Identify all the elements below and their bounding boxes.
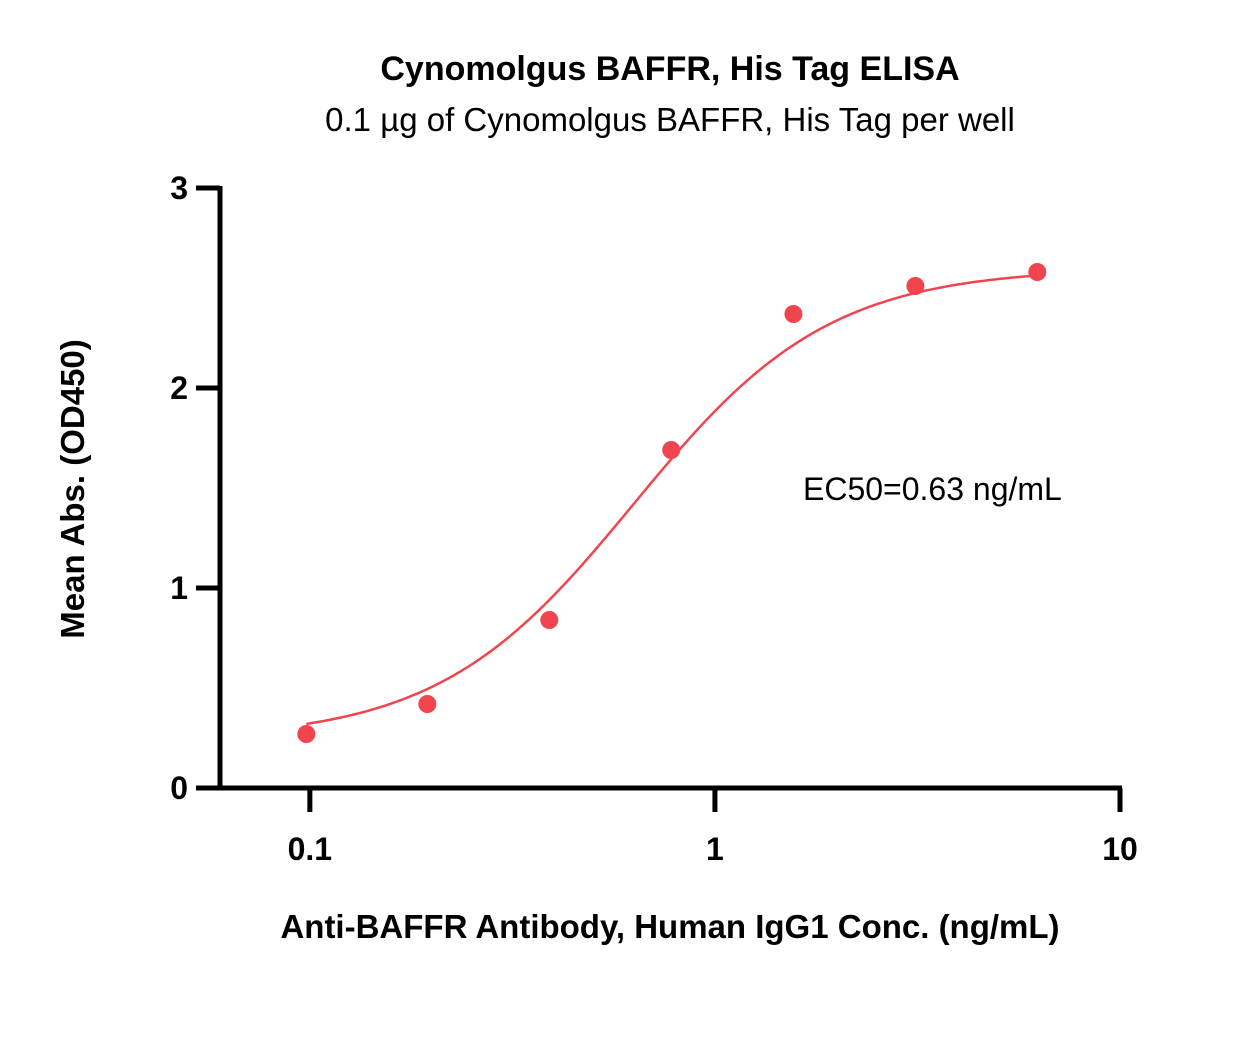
chart-title: Cynomolgus BAFFR, His Tag ELISA (380, 50, 959, 88)
y-tick-label-1: 1 (170, 570, 188, 606)
data-point (418, 695, 437, 713)
data-points-layer (297, 263, 1047, 743)
y-tick-label-0: 0 (170, 770, 188, 806)
axes: 0 1 2 3 0.1 1 10 (170, 170, 1138, 867)
x-tick-label-10: 10 (1102, 831, 1138, 867)
data-point (297, 725, 316, 743)
data-point (540, 611, 559, 629)
chart-subtitle: 0.1 µg of Cynomolgus BAFFR, His Tag per … (325, 101, 1015, 138)
data-point (784, 305, 803, 323)
y-axis-label: Mean Abs. (OD450) (54, 339, 91, 639)
x-tick-label-0.1: 0.1 (288, 831, 332, 867)
data-point (906, 277, 925, 295)
data-point (1028, 263, 1047, 281)
y-tick-label-3: 3 (170, 170, 188, 206)
data-point (662, 441, 681, 459)
x-tick-label-1: 1 (706, 831, 724, 867)
ec50-annotation: EC50=0.63 ng/mL (803, 471, 1062, 507)
x-axis-label: Anti-BAFFR Antibody, Human IgG1 Conc. (n… (280, 908, 1059, 945)
y-tick-label-2: 2 (170, 370, 188, 406)
